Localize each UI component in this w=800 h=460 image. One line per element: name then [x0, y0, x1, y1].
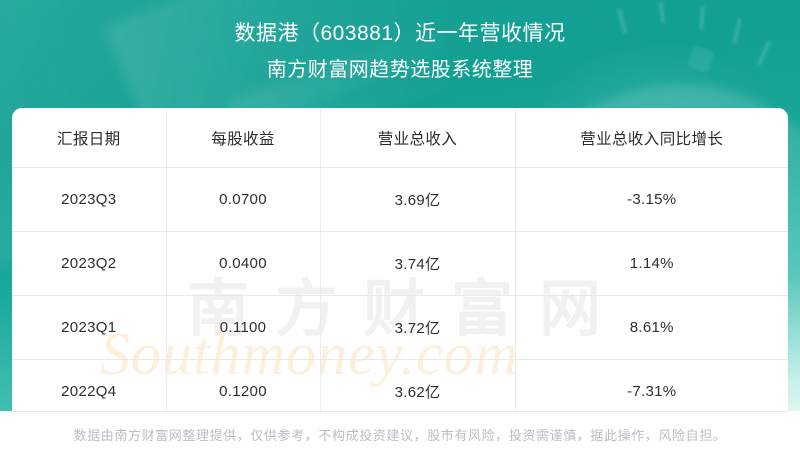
cell-eps: 0.1100	[166, 295, 321, 360]
data-card: 南方财富网 Southmoney.com 汇报日期 每股收益 营业总收入 营业总…	[12, 108, 788, 411]
financials-table: 汇报日期 每股收益 营业总收入 营业总收入同比增长 2023Q3 0.0700 …	[12, 108, 788, 411]
cell-report-date: 2023Q1	[12, 295, 167, 360]
cell-revenue-yoy: 8.61%	[515, 295, 788, 360]
column-header-report-date: 汇报日期	[12, 108, 167, 168]
footer: 数据由南方财富网整理提供，仅供参考，不构成投资建议，股市有风险，投资需谨慎，据此…	[0, 411, 800, 460]
column-header-revenue: 营业总收入	[320, 108, 516, 168]
cell-report-date: 2023Q2	[12, 231, 167, 296]
page-title: 数据港（603881）近一年营收情况	[234, 22, 566, 45]
cell-revenue: 3.72亿	[320, 295, 516, 360]
table-row: 2023Q3 0.0700 3.69亿 -3.15%	[12, 167, 788, 232]
page-subtitle: 南方财富网趋势选股系统整理	[266, 59, 534, 81]
cell-report-date: 2023Q3	[12, 167, 167, 232]
cell-revenue-yoy: -3.15%	[515, 167, 788, 232]
cell-revenue: 3.62亿	[320, 359, 516, 411]
table-row: 2023Q2 0.0400 3.74亿 1.14%	[12, 231, 788, 296]
footer-disclaimer: 数据由南方财富网整理提供，仅供参考，不构成投资建议，股市有风险，投资需谨慎，据此…	[73, 428, 727, 443]
cell-revenue: 3.74亿	[320, 231, 516, 296]
footer-divider	[12, 411, 788, 412]
cell-eps: 0.1200	[166, 359, 321, 411]
column-header-eps: 每股收益	[166, 108, 321, 168]
cell-revenue-yoy: 1.14%	[515, 231, 788, 296]
table-row: 2022Q4 0.1200 3.62亿 -7.31%	[12, 359, 788, 411]
table-header-row: 汇报日期 每股收益 营业总收入 营业总收入同比增长	[12, 108, 788, 168]
cell-eps: 0.0700	[166, 167, 321, 232]
table-row: 2023Q1 0.1100 3.72亿 8.61%	[12, 295, 788, 360]
column-header-revenue-yoy: 营业总收入同比增长	[515, 108, 788, 168]
cell-revenue-yoy: -7.31%	[627, 383, 677, 400]
cell-eps: 0.0400	[166, 231, 321, 296]
header-titles: 数据港（603881）近一年营收情况 南方财富网趋势选股系统整理	[0, 18, 800, 86]
cell-revenue: 3.69亿	[320, 167, 516, 232]
cell-report-date: 2022Q4	[12, 359, 167, 411]
